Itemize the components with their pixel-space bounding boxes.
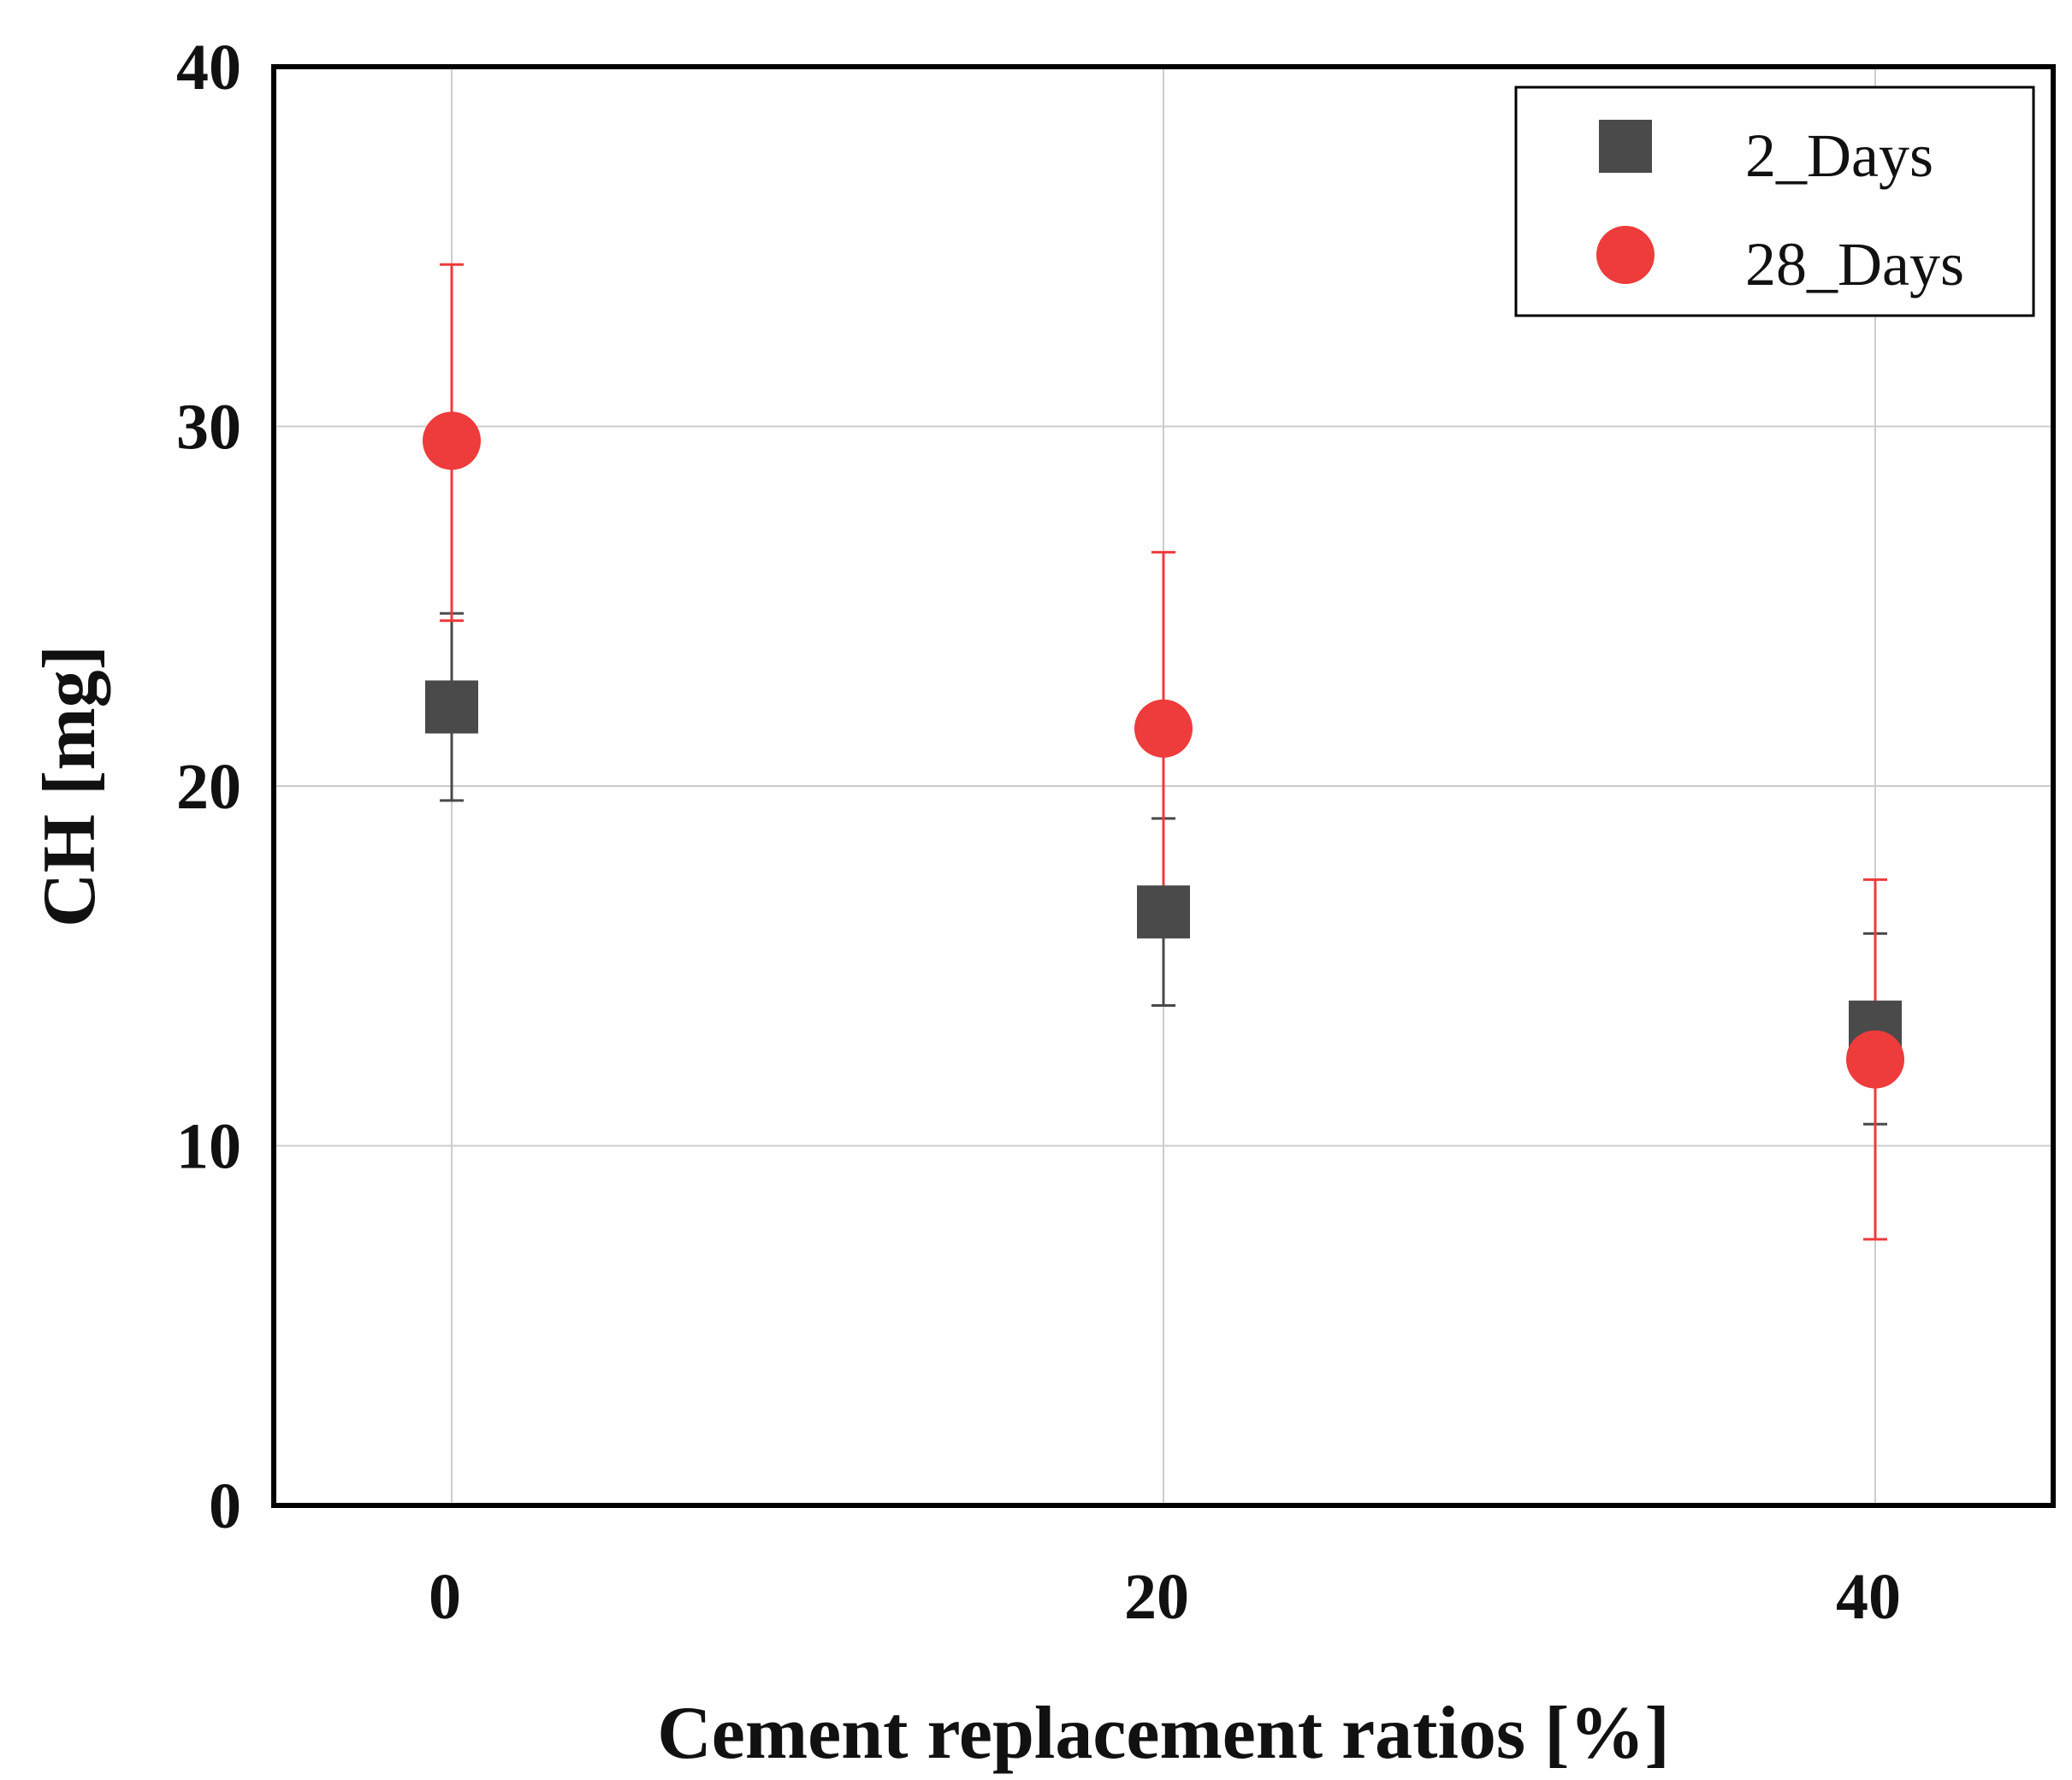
y-tick-label: 0: [209, 1470, 241, 1542]
data-point-2-days: [425, 680, 478, 734]
x-axis-title: Cement replacement ratios [%]: [657, 1692, 1670, 1775]
data-point-28-days: [1846, 1030, 1904, 1089]
y-tick-label: 40: [176, 32, 241, 103]
legend-label-28-days: 28_Days: [1745, 230, 1964, 299]
legend-marker-2-days: [1599, 120, 1652, 173]
y-tick-label: 20: [176, 751, 241, 823]
y-tick-labels: 0 10 20 30 40: [176, 32, 241, 1542]
x-tick-label: 0: [429, 1561, 461, 1633]
data-point-2-days: [1137, 885, 1190, 939]
y-tick-label: 10: [176, 1111, 241, 1183]
data-markers: [423, 411, 1904, 1089]
x-tick-label: 40: [1836, 1561, 1901, 1633]
x-tick-label: 20: [1124, 1561, 1189, 1633]
legend-marker-28-days: [1596, 226, 1655, 284]
y-axis-title: CH [mg]: [28, 645, 111, 927]
data-point-28-days: [1134, 699, 1193, 758]
y-tick-label: 30: [176, 392, 241, 464]
legend: 2_Days 28_Days: [1514, 86, 2035, 317]
data-point-28-days: [423, 411, 481, 470]
plot-frame: [271, 64, 2056, 1508]
x-tick-labels: 0 20 40: [429, 1561, 1901, 1633]
legend-label-2-days: 2_Days: [1745, 121, 1933, 190]
